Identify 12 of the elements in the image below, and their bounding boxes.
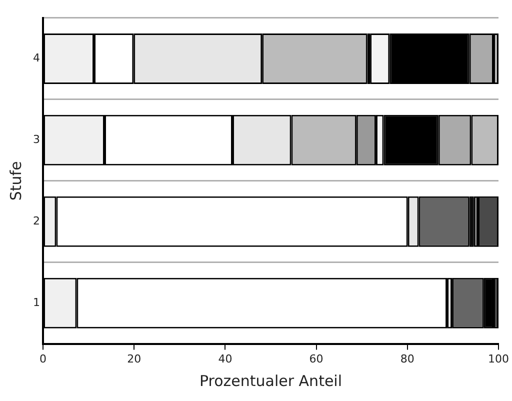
x-tick-label: 80 — [400, 352, 414, 366]
y-tick-label: 1 — [33, 296, 40, 309]
x-tick-label: 40 — [218, 352, 232, 366]
y-tick-label: 2 — [33, 214, 40, 228]
x-axis-title: Prozentualer Anteil — [199, 372, 342, 390]
x-tick-label: 0 — [40, 352, 46, 366]
x-tick-label: 100 — [488, 352, 509, 366]
x-tick-label: 20 — [127, 352, 142, 366]
y-axis-title: Stufe — [6, 161, 25, 201]
y-tick-label: 3 — [33, 133, 40, 146]
x-tick-label: 60 — [309, 352, 324, 366]
y-tick-label: 4 — [33, 52, 40, 65]
